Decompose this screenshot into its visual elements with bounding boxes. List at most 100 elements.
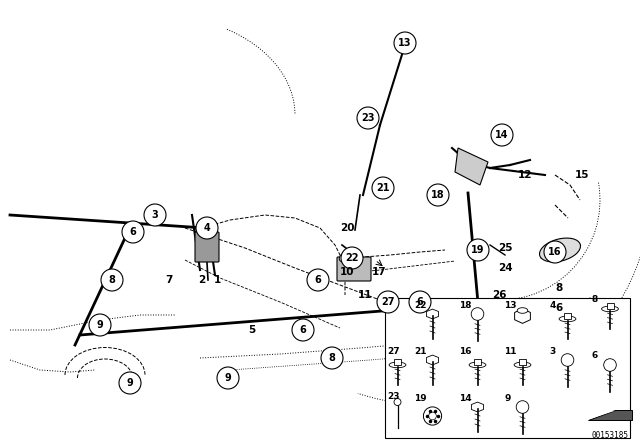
- Circle shape: [144, 204, 166, 226]
- Text: 6: 6: [300, 325, 307, 335]
- Text: 4: 4: [204, 223, 211, 233]
- Text: 18: 18: [460, 301, 472, 310]
- Text: 6: 6: [555, 303, 563, 313]
- Text: 6: 6: [417, 297, 424, 307]
- Circle shape: [307, 269, 329, 291]
- Text: 19: 19: [471, 245, 484, 255]
- Text: 25: 25: [498, 243, 513, 253]
- Text: 22: 22: [345, 253, 359, 263]
- Text: 3: 3: [152, 210, 158, 220]
- Text: 5: 5: [248, 325, 255, 335]
- Polygon shape: [588, 410, 632, 420]
- Text: 2: 2: [198, 275, 205, 285]
- Text: 22: 22: [415, 301, 427, 310]
- Ellipse shape: [514, 362, 531, 368]
- Text: 16: 16: [548, 247, 562, 257]
- FancyBboxPatch shape: [337, 257, 371, 281]
- Bar: [474, 358, 481, 365]
- Text: 8: 8: [109, 275, 115, 285]
- Polygon shape: [455, 148, 488, 185]
- Text: 23: 23: [387, 392, 400, 401]
- Circle shape: [196, 217, 218, 239]
- Text: 1: 1: [214, 275, 221, 285]
- Circle shape: [491, 124, 513, 146]
- Circle shape: [516, 401, 529, 414]
- Text: 27: 27: [381, 297, 395, 307]
- Text: 11: 11: [358, 290, 372, 300]
- Text: 17: 17: [372, 267, 387, 277]
- Circle shape: [89, 314, 111, 336]
- Text: 26: 26: [492, 290, 506, 300]
- Text: 9: 9: [97, 320, 104, 330]
- Text: 23: 23: [361, 113, 375, 123]
- Circle shape: [217, 367, 239, 389]
- Text: 6: 6: [592, 350, 598, 359]
- Text: 11: 11: [504, 346, 517, 356]
- Circle shape: [561, 354, 574, 366]
- Text: 12: 12: [518, 170, 532, 180]
- Text: 27: 27: [387, 346, 400, 356]
- Circle shape: [471, 308, 484, 320]
- Text: 9: 9: [225, 373, 232, 383]
- FancyBboxPatch shape: [195, 232, 219, 262]
- Circle shape: [604, 359, 616, 371]
- Text: 20: 20: [340, 223, 355, 233]
- Bar: [385, 298, 630, 438]
- Circle shape: [409, 291, 431, 313]
- Circle shape: [377, 291, 399, 313]
- Text: 24: 24: [498, 263, 513, 273]
- Bar: [394, 358, 401, 365]
- Circle shape: [321, 347, 343, 369]
- Circle shape: [101, 269, 123, 291]
- Text: 8: 8: [592, 294, 598, 303]
- Polygon shape: [515, 309, 531, 323]
- Polygon shape: [426, 309, 438, 319]
- Bar: [607, 302, 614, 309]
- Circle shape: [122, 221, 144, 243]
- Text: 6: 6: [315, 275, 321, 285]
- Ellipse shape: [339, 252, 355, 263]
- Text: 00153185: 00153185: [591, 431, 628, 440]
- Ellipse shape: [389, 362, 406, 368]
- Text: 21: 21: [376, 183, 390, 193]
- Bar: [564, 313, 571, 319]
- Text: 13: 13: [504, 301, 517, 310]
- Text: 14: 14: [495, 130, 509, 140]
- Ellipse shape: [559, 316, 576, 322]
- Circle shape: [427, 184, 449, 206]
- Circle shape: [424, 407, 442, 425]
- Circle shape: [544, 241, 566, 263]
- Text: 7: 7: [165, 275, 172, 285]
- Text: 16: 16: [460, 346, 472, 356]
- Polygon shape: [472, 402, 484, 412]
- Text: 9: 9: [504, 393, 511, 402]
- Text: 10: 10: [340, 267, 355, 277]
- Circle shape: [341, 247, 363, 269]
- Circle shape: [119, 372, 141, 394]
- Circle shape: [394, 32, 416, 54]
- Text: 9: 9: [127, 378, 133, 388]
- Ellipse shape: [540, 238, 580, 262]
- Circle shape: [292, 319, 314, 341]
- Text: 13: 13: [398, 38, 412, 48]
- Text: 15: 15: [575, 170, 589, 180]
- Circle shape: [467, 239, 489, 261]
- Text: 21: 21: [415, 346, 427, 356]
- Polygon shape: [590, 411, 614, 419]
- Text: 18: 18: [431, 190, 445, 200]
- Bar: [519, 358, 526, 365]
- Ellipse shape: [469, 362, 486, 368]
- Text: 14: 14: [460, 393, 472, 402]
- Circle shape: [394, 399, 401, 405]
- Text: 19: 19: [415, 393, 427, 402]
- Polygon shape: [426, 355, 438, 365]
- Text: 8: 8: [555, 283, 563, 293]
- Text: 6: 6: [130, 227, 136, 237]
- Text: 8: 8: [328, 353, 335, 363]
- Circle shape: [429, 412, 436, 420]
- Text: 3: 3: [550, 346, 556, 356]
- Text: 4: 4: [550, 301, 556, 310]
- Circle shape: [357, 107, 379, 129]
- Circle shape: [372, 177, 394, 199]
- Ellipse shape: [517, 308, 528, 313]
